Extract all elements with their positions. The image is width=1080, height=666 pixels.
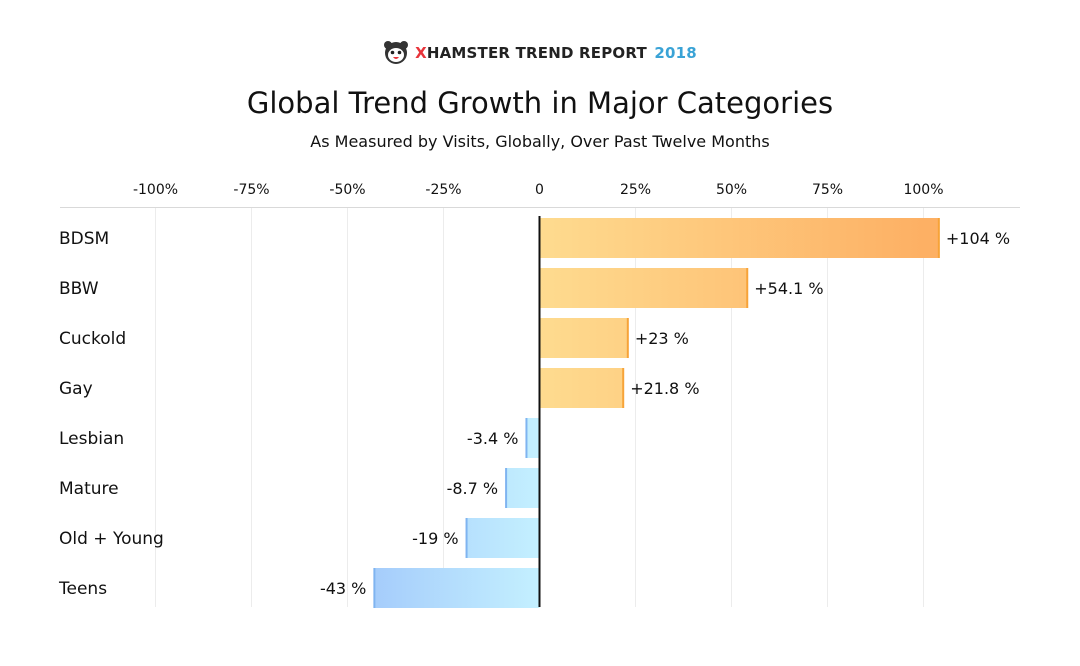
value-label: +21.8 % — [630, 379, 699, 398]
x-tick-label: -50% — [329, 182, 365, 198]
category-label: Gay — [59, 379, 93, 399]
bar — [374, 568, 540, 608]
value-label: -8.7 % — [447, 479, 499, 498]
chart-title: Global Trend Growth in Major Categories — [246, 86, 834, 120]
brand-name: HAMSTER TREND REPORT — [426, 44, 647, 62]
value-label: +104 % — [946, 229, 1010, 248]
bar — [526, 418, 540, 458]
x-tick-label: -25% — [425, 182, 461, 198]
x-tick-label: -75% — [233, 182, 269, 198]
chart-subtitle: As Measured by Visits, Globally, Over Pa… — [310, 132, 770, 151]
category-label: Mature — [59, 479, 119, 499]
x-tick-label: 25% — [620, 182, 651, 198]
x-tick-label: 50% — [716, 182, 747, 198]
bar — [539, 368, 624, 408]
x-tick-label: 75% — [812, 182, 843, 198]
bar — [539, 218, 939, 258]
value-label: -3.4 % — [467, 429, 519, 448]
bar — [539, 318, 628, 358]
category-label: BBW — [59, 279, 99, 299]
brand-year: 2018 — [654, 44, 697, 62]
value-label: -43 % — [320, 579, 366, 598]
bar — [539, 268, 748, 308]
hamster-mascot-icon — [384, 41, 409, 64]
x-tick-label: -100% — [133, 182, 178, 198]
report-brand: XHAMSTER TREND REPORT 2018 — [0, 40, 1080, 66]
brand-x: X — [415, 44, 427, 62]
category-label: Old + Young — [59, 529, 164, 549]
value-label: +54.1 % — [754, 279, 823, 298]
category-label: Cuckold — [59, 329, 126, 349]
x-tick-label: 0 — [535, 182, 544, 198]
bar — [466, 518, 540, 558]
category-label: Lesbian — [59, 429, 124, 449]
x-tick-label: 100% — [903, 182, 943, 198]
value-label: -19 % — [412, 529, 458, 548]
bar — [506, 468, 540, 508]
category-label: BDSM — [59, 229, 109, 249]
value-label: +23 % — [635, 329, 689, 348]
category-label: Teens — [58, 579, 107, 599]
